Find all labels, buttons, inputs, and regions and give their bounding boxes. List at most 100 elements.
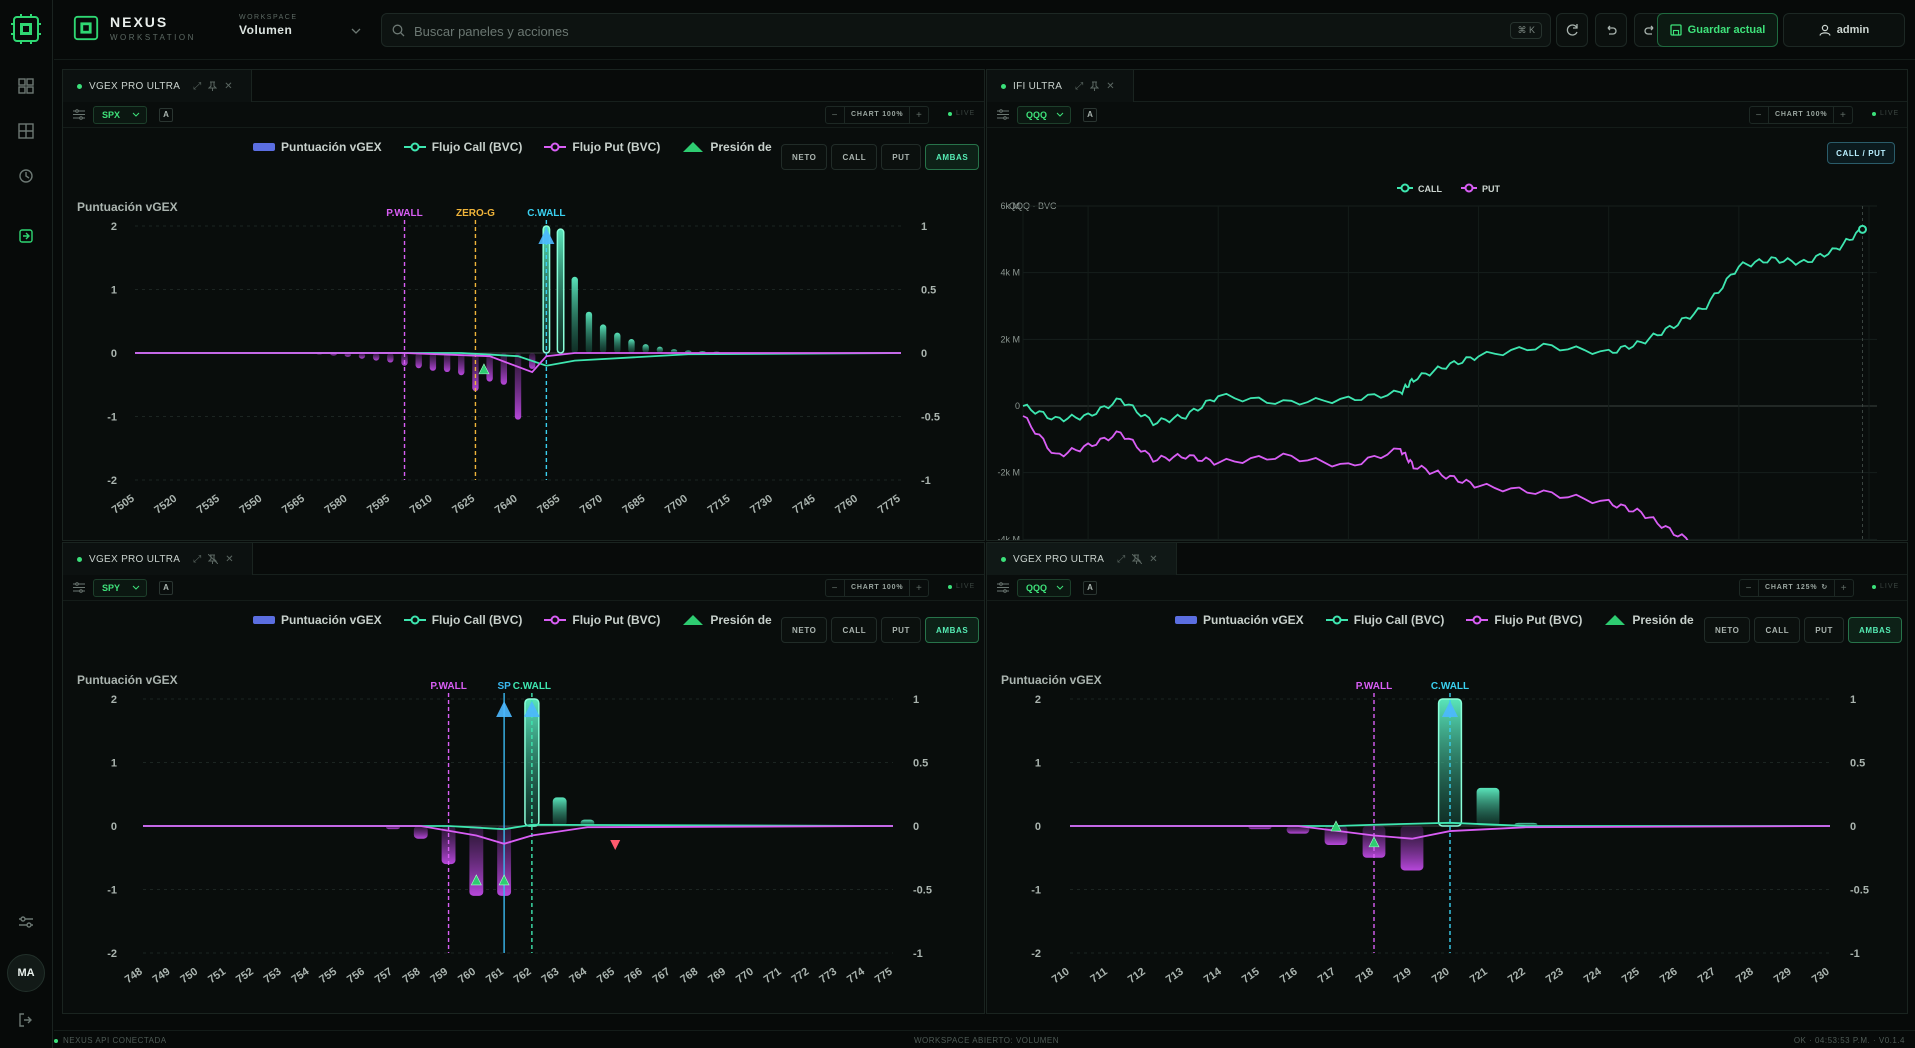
symbol-select[interactable]: QQQ [1017, 106, 1071, 124]
gex-bar [413, 826, 428, 839]
gex-bar [415, 353, 422, 369]
mode-call-button[interactable]: CALL [831, 144, 878, 170]
chevron-down-icon [132, 112, 140, 117]
mode-neto-button[interactable]: NETO [781, 617, 828, 643]
mode-put-button[interactable]: PUT [1804, 617, 1845, 643]
legend-gex[interactable]: Puntuación vGEX [253, 140, 382, 154]
legend-gex[interactable]: Puntuación vGEX [1175, 613, 1304, 627]
y-tick-label: -2 [107, 475, 117, 487]
unpin-icon[interactable] [1132, 554, 1143, 564]
close-icon[interactable]: ✕ [1149, 553, 1158, 565]
gex-bar [472, 353, 479, 392]
panel-tab[interactable]: IFI ULTRA ⤢ ✕ [987, 70, 1134, 102]
symbol-select[interactable]: SPX [93, 106, 147, 124]
symbol-select[interactable]: QQQ [1017, 579, 1071, 597]
layout-icon[interactable] [12, 117, 40, 145]
zoom-in-button[interactable]: + [1840, 582, 1848, 594]
user-menu-button[interactable]: admin [1783, 13, 1905, 47]
x-tick-label: 7610 [408, 493, 435, 517]
legend-call-flow[interactable]: Flujo Call (BVC) [403, 140, 522, 154]
panel-tab[interactable]: VGEX PRO ULTRA ⤢ ✕ [63, 543, 253, 575]
x-tick-label: 719 [1392, 966, 1414, 986]
expand-icon[interactable]: ⤢ [1075, 80, 1084, 92]
mode-ambas-button[interactable]: AMBAS [925, 144, 980, 170]
panel-tab[interactable]: VGEX PRO ULTRA ⤢ ✕ [63, 70, 252, 102]
call-put-toggle[interactable]: CALL / PUT [1827, 142, 1895, 164]
chart-legend: Puntuación vGEX Flujo Call (BVC) Flujo Put… [253, 613, 783, 627]
legend-pressure[interactable]: Presión de [1604, 613, 1694, 627]
zoom-control: − CHART 100% + [825, 579, 930, 597]
legend-label: Flujo Call (BVC) [1353, 613, 1445, 627]
mode-call-button[interactable]: CALL [831, 617, 878, 643]
pin-icon[interactable] [1090, 81, 1100, 91]
mode-neto-button[interactable]: NETO [1704, 617, 1751, 643]
legend-put-flow[interactable]: Flujo Put (BVC) [1466, 613, 1582, 627]
zoom-out-button[interactable]: − [831, 109, 839, 121]
y2-tick-label: 0.5 [913, 758, 928, 770]
pin-icon[interactable] [208, 81, 218, 91]
unpin-icon[interactable] [208, 554, 219, 564]
auto-toggle[interactable]: A [1083, 108, 1097, 122]
dashboard-icon[interactable] [12, 72, 40, 100]
undo-button[interactable] [1595, 13, 1627, 47]
y2-tick-label: -0.5 [913, 885, 932, 897]
expand-icon[interactable]: ⤢ [193, 80, 202, 92]
x-tick-label: 7700 [663, 493, 690, 517]
legend-pressure[interactable]: Presión de [682, 613, 772, 627]
mode-ambas-button[interactable]: AMBAS [1848, 617, 1903, 643]
y2-tick-label: 1 [913, 694, 919, 706]
auto-toggle[interactable]: A [1083, 581, 1097, 595]
chart-legend: CALL PUT [1397, 183, 1501, 194]
zoom-out-button[interactable]: − [831, 582, 839, 594]
expand-icon[interactable]: ⤢ [193, 553, 202, 565]
zoom-out-button[interactable]: − [1745, 582, 1753, 594]
zoom-in-button[interactable]: + [916, 582, 923, 594]
mode-put-button[interactable]: PUT [881, 144, 922, 170]
app-logo-icon[interactable] [11, 14, 41, 44]
x-tick-label: 718 [1354, 966, 1376, 986]
search-input[interactable] [414, 21, 1504, 41]
zoom-in-button[interactable]: + [916, 109, 923, 121]
x-tick-label: 7565 [280, 493, 307, 517]
save-button[interactable]: Guardar actual [1657, 13, 1778, 47]
avatar[interactable]: MA [7, 954, 45, 992]
filter-icon[interactable] [997, 582, 1009, 593]
symbol-select[interactable]: SPY [93, 579, 147, 597]
legend-put-flow[interactable]: Flujo Put (BVC) [544, 140, 660, 154]
search-bar[interactable]: ⌘ K [381, 13, 1551, 47]
workspace-file-icon[interactable] [12, 222, 40, 250]
reset-zoom-icon[interactable]: ↻ [1821, 584, 1829, 591]
auto-toggle[interactable]: A [159, 581, 173, 595]
zoom-in-button[interactable]: + [1840, 109, 1847, 121]
x-tick-label: 762 [512, 966, 534, 986]
zoom-out-button[interactable]: − [1755, 109, 1763, 121]
chevron-down-icon[interactable] [351, 28, 361, 34]
top-bar: NEXUS WORKSTATION WORKSPACE Volumen ⌘ K … [54, 0, 1915, 60]
filter-icon[interactable] [73, 582, 85, 593]
mode-ambas-button[interactable]: AMBAS [925, 617, 980, 643]
history-icon[interactable] [12, 162, 40, 190]
settings-sliders-icon[interactable] [12, 908, 40, 936]
panel-tab[interactable]: VGEX PRO ULTRA ⤢ ✕ [987, 543, 1177, 575]
close-icon[interactable]: ✕ [1106, 80, 1115, 92]
mode-put-button[interactable]: PUT [881, 617, 922, 643]
filter-icon[interactable] [997, 109, 1009, 120]
workspace-select[interactable]: WORKSPACE Volumen [239, 14, 298, 37]
expand-icon[interactable]: ⤢ [1117, 553, 1126, 565]
filter-icon[interactable] [73, 109, 85, 120]
y2-tick-label: 0 [1850, 821, 1856, 833]
legend-call-flow[interactable]: Flujo Call (BVC) [403, 613, 522, 627]
mode-call-button[interactable]: CALL [1754, 617, 1801, 643]
legend-put-flow[interactable]: Flujo Put (BVC) [544, 613, 660, 627]
legend-call-flow[interactable]: Flujo Call (BVC) [1325, 613, 1445, 627]
close-icon[interactable]: ✕ [224, 80, 233, 92]
close-icon[interactable]: ✕ [225, 553, 234, 565]
legend-gex[interactable]: Puntuación vGEX [253, 613, 382, 627]
logout-icon[interactable] [12, 1006, 40, 1034]
mode-neto-button[interactable]: NETO [781, 144, 828, 170]
x-tick-label: 749 [151, 966, 173, 986]
auto-toggle[interactable]: A [159, 108, 173, 122]
legend-pressure[interactable]: Presión de [682, 140, 772, 154]
refresh-button[interactable] [1556, 13, 1588, 47]
